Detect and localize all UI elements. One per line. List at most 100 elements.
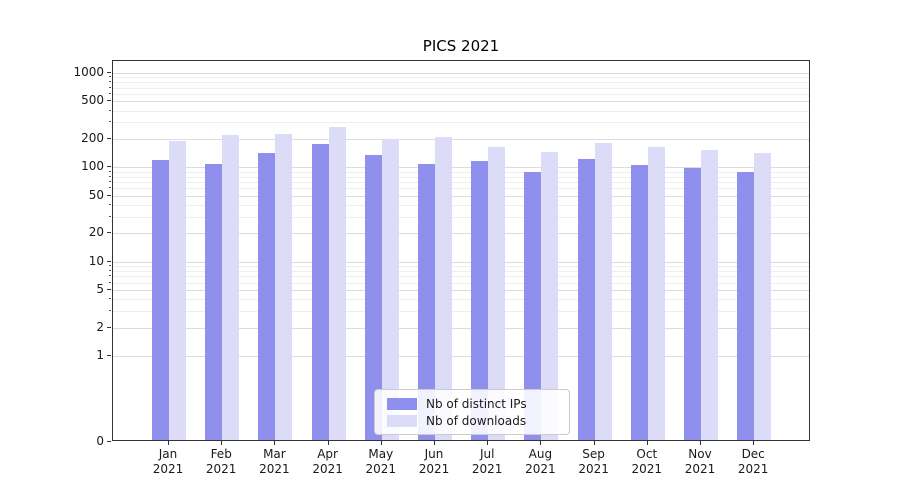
gridline bbox=[113, 270, 809, 272]
y-tick-mark bbox=[107, 232, 111, 234]
x-tick-mark bbox=[753, 441, 755, 445]
gridline bbox=[113, 204, 809, 206]
gridline bbox=[113, 261, 809, 263]
y-tick-label: 1000 bbox=[73, 65, 104, 79]
y-tick-mark bbox=[107, 166, 111, 168]
x-tick-mark bbox=[593, 441, 595, 445]
x-tick-mark bbox=[700, 441, 701, 445]
x-tick-label: Mar 2021 bbox=[259, 447, 290, 476]
y-tick-mark bbox=[107, 441, 111, 442]
y-minor-tick-mark bbox=[109, 203, 111, 205]
bar-downloads-may bbox=[381, 138, 399, 440]
y-minor-tick-mark bbox=[109, 92, 111, 94]
gridline bbox=[113, 290, 809, 292]
y-tick-label: 10 bbox=[88, 253, 104, 268]
bar-downloads-jun bbox=[435, 136, 452, 440]
plot-area: Nb of distinct IPs Nb of downloads bbox=[112, 60, 810, 441]
gridline bbox=[113, 93, 809, 95]
y-minor-tick-mark bbox=[109, 175, 111, 177]
chart-title: PICS 2021 bbox=[422, 37, 500, 55]
bar-distinct-ips-jun bbox=[418, 164, 435, 440]
legend-label-distinct-ips: Nb of distinct IPs bbox=[426, 396, 527, 411]
x-tick-mark bbox=[168, 441, 169, 445]
gridline bbox=[113, 167, 809, 169]
y-minor-tick-mark bbox=[109, 121, 111, 123]
bar-downloads-feb bbox=[222, 134, 240, 440]
bar-downloads-oct bbox=[647, 146, 665, 440]
y-tick-label: 50 bbox=[88, 187, 104, 202]
x-tick-mark bbox=[327, 441, 329, 445]
gridline bbox=[113, 188, 809, 190]
x-tick-label: Dec 2021 bbox=[737, 447, 769, 476]
gridline bbox=[113, 327, 809, 329]
bar-distinct-ips-mar bbox=[258, 153, 276, 440]
gridline bbox=[113, 110, 809, 112]
y-tick-label: 100 bbox=[81, 159, 104, 174]
y-tick-mark bbox=[107, 355, 111, 356]
bar-downloads-sep bbox=[594, 142, 612, 440]
bar-distinct-ips-jul bbox=[471, 161, 489, 440]
y-minor-tick-mark bbox=[109, 170, 111, 172]
bar-distinct-ips-aug bbox=[524, 171, 542, 440]
gridline bbox=[113, 299, 809, 301]
bar-downloads-dec bbox=[754, 152, 772, 440]
bar-downloads-jul bbox=[488, 146, 506, 440]
y-minor-tick-mark bbox=[109, 109, 111, 111]
gridline bbox=[113, 171, 809, 173]
y-tick-label: 20 bbox=[88, 225, 104, 240]
x-tick-label: Aug 2021 bbox=[525, 447, 556, 476]
gridline bbox=[113, 276, 809, 278]
x-tick-label: Sep 2021 bbox=[578, 447, 609, 476]
y-minor-tick-mark bbox=[109, 76, 111, 78]
gridline bbox=[113, 356, 809, 357]
bar-downloads-nov bbox=[701, 150, 718, 440]
gridline bbox=[113, 138, 809, 140]
gridline bbox=[113, 182, 809, 183]
bar-downloads-jan bbox=[169, 140, 186, 440]
y-minor-tick-mark bbox=[109, 215, 111, 217]
y-tick-mark bbox=[107, 326, 111, 328]
gridline bbox=[113, 77, 809, 79]
x-tick-label: Nov 2021 bbox=[684, 447, 716, 476]
y-tick-label: 5 bbox=[96, 282, 104, 297]
gridline bbox=[113, 266, 809, 267]
gridline bbox=[113, 282, 809, 284]
gridline bbox=[113, 73, 809, 74]
x-tick-label: May 2021 bbox=[365, 447, 397, 476]
gridline bbox=[113, 176, 809, 178]
y-minor-tick-mark bbox=[109, 187, 111, 189]
x-tick-label: Jul 2021 bbox=[471, 447, 503, 476]
y-tick-mark bbox=[107, 194, 111, 196]
legend-item-distinct-ips: Nb of distinct IPs bbox=[387, 395, 557, 412]
bar-distinct-ips-sep bbox=[577, 158, 595, 440]
legend-swatch-downloads bbox=[387, 414, 417, 427]
bar-downloads-aug bbox=[541, 152, 559, 440]
x-tick-label: Jan 2021 bbox=[152, 447, 184, 476]
x-tick-mark bbox=[540, 441, 542, 445]
x-tick-label: Oct 2021 bbox=[631, 447, 663, 476]
y-tick-label: 500 bbox=[81, 93, 104, 108]
bar-distinct-ips-jan bbox=[152, 160, 169, 440]
x-tick-mark bbox=[274, 441, 276, 445]
y-tick-label: 0 bbox=[96, 434, 104, 448]
y-tick-label: 1 bbox=[96, 348, 104, 362]
y-minor-tick-mark bbox=[109, 86, 111, 88]
gridline bbox=[113, 122, 809, 124]
legend-label-downloads: Nb of downloads bbox=[426, 413, 527, 428]
y-minor-tick-mark bbox=[109, 181, 111, 182]
y-tick-label: 2 bbox=[96, 319, 104, 334]
bar-distinct-ips-dec bbox=[737, 171, 755, 440]
x-tick-mark bbox=[221, 441, 223, 445]
bar-distinct-ips-apr bbox=[311, 144, 329, 440]
x-tick-mark bbox=[646, 441, 648, 445]
y-tick-mark bbox=[107, 72, 111, 73]
bar-distinct-ips-feb bbox=[205, 164, 223, 440]
x-tick-label: Jun 2021 bbox=[418, 447, 450, 476]
gridline bbox=[113, 87, 809, 89]
x-tick-mark bbox=[434, 441, 435, 445]
y-minor-tick-mark bbox=[109, 269, 111, 271]
y-minor-tick-mark bbox=[109, 310, 111, 311]
x-tick-mark bbox=[487, 441, 489, 445]
gridline bbox=[113, 233, 809, 235]
y-minor-tick-mark bbox=[109, 265, 111, 266]
